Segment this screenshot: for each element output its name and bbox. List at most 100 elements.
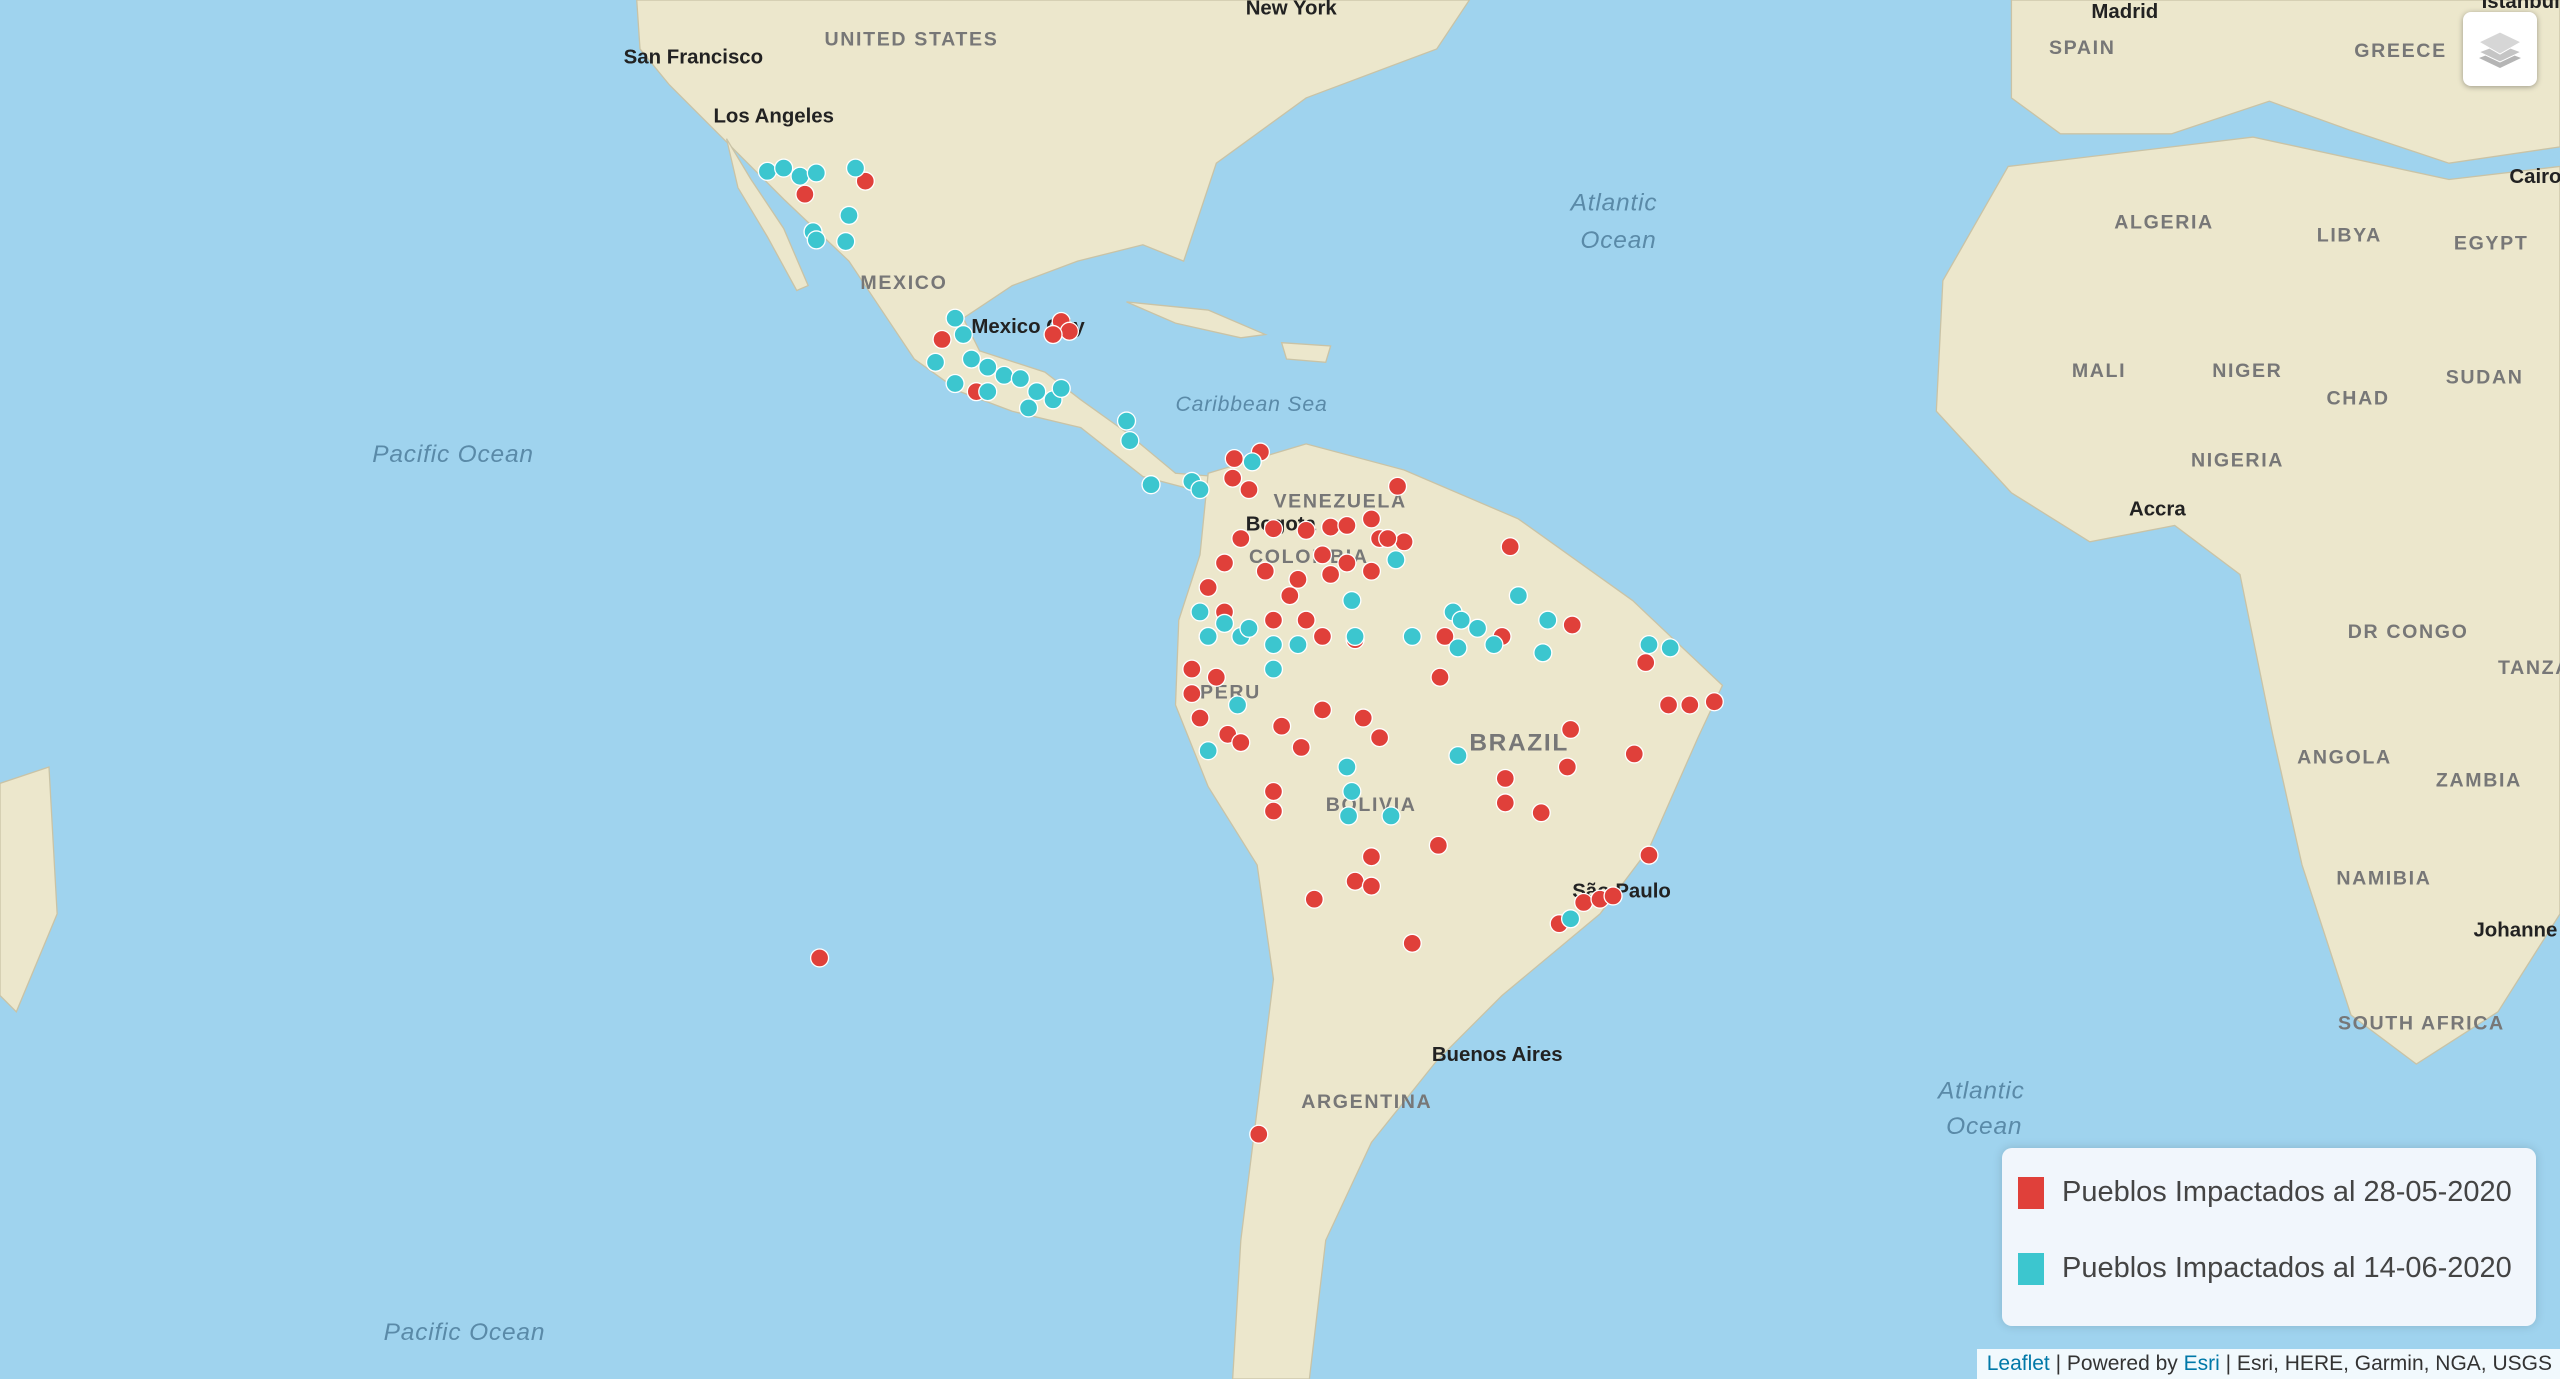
marker-14-06-2020[interactable]: [1467, 618, 1488, 638]
marker-28-05-2020[interactable]: [1402, 933, 1422, 953]
marker-14-06-2020[interactable]: [836, 231, 856, 252]
marker-14-06-2020[interactable]: [1342, 590, 1362, 611]
marker-28-05-2020[interactable]: [1206, 667, 1226, 687]
marker-28-05-2020[interactable]: [1387, 476, 1408, 496]
marker-28-05-2020[interactable]: [1361, 509, 1382, 529]
marker-28-05-2020[interactable]: [1639, 845, 1659, 865]
marker-28-05-2020[interactable]: [1224, 448, 1244, 469]
marker-28-05-2020[interactable]: [1361, 847, 1382, 867]
marker-14-06-2020[interactable]: [845, 158, 866, 178]
marker-14-06-2020[interactable]: [774, 158, 794, 178]
marker-14-06-2020[interactable]: [1242, 452, 1262, 472]
marker-28-05-2020[interactable]: [1296, 610, 1316, 630]
marker-14-06-2020[interactable]: [1338, 806, 1359, 826]
marker-28-05-2020[interactable]: [809, 948, 830, 968]
marker-28-05-2020[interactable]: [1636, 652, 1656, 673]
marker-28-05-2020[interactable]: [1361, 876, 1382, 896]
marker-14-06-2020[interactable]: [1141, 475, 1161, 495]
marker-28-05-2020[interactable]: [795, 184, 815, 204]
marker-14-06-2020[interactable]: [1660, 638, 1680, 658]
marker-14-06-2020[interactable]: [1508, 586, 1529, 606]
marker-14-06-2020[interactable]: [757, 161, 777, 181]
marker-14-06-2020[interactable]: [806, 163, 826, 183]
marker-14-06-2020[interactable]: [1214, 613, 1235, 634]
marker-28-05-2020[interactable]: [1495, 793, 1515, 813]
marker-28-05-2020[interactable]: [1369, 728, 1390, 748]
marker-14-06-2020[interactable]: [978, 357, 998, 377]
marker-14-06-2020[interactable]: [1263, 634, 1284, 655]
marker-14-06-2020[interactable]: [1402, 626, 1422, 647]
marker-14-06-2020[interactable]: [1198, 626, 1218, 647]
marker-14-06-2020[interactable]: [806, 230, 826, 250]
marker-28-05-2020[interactable]: [1304, 889, 1324, 909]
marker-14-06-2020[interactable]: [1448, 638, 1468, 658]
marker-14-06-2020[interactable]: [1381, 806, 1401, 826]
marker-28-05-2020[interactable]: [1214, 553, 1235, 573]
marker-28-05-2020[interactable]: [1574, 892, 1594, 913]
marker-28-05-2020[interactable]: [1190, 708, 1210, 728]
marker-28-05-2020[interactable]: [1291, 737, 1311, 758]
marker-28-05-2020[interactable]: [1603, 886, 1623, 906]
marker-28-05-2020[interactable]: [1320, 564, 1341, 585]
marker-28-05-2020[interactable]: [1353, 708, 1373, 728]
marker-28-05-2020[interactable]: [1624, 744, 1644, 764]
layers-control-button[interactable]: [2463, 12, 2537, 86]
marker-28-05-2020[interactable]: [1263, 781, 1284, 802]
marker-28-05-2020[interactable]: [1658, 695, 1679, 715]
marker-14-06-2020[interactable]: [1018, 398, 1039, 418]
marker-14-06-2020[interactable]: [945, 373, 965, 394]
marker-28-05-2020[interactable]: [1043, 324, 1063, 345]
marker-28-05-2020[interactable]: [1500, 537, 1520, 557]
marker-28-05-2020[interactable]: [1430, 667, 1450, 687]
marker-28-05-2020[interactable]: [1288, 569, 1308, 589]
marker-14-06-2020[interactable]: [1116, 411, 1137, 431]
marker-14-06-2020[interactable]: [953, 324, 973, 345]
marker-14-06-2020[interactable]: [978, 382, 998, 402]
marker-14-06-2020[interactable]: [1345, 626, 1365, 647]
marker-28-05-2020[interactable]: [1704, 692, 1724, 712]
marker-14-06-2020[interactable]: [1560, 909, 1581, 929]
marker-28-05-2020[interactable]: [1361, 561, 1382, 581]
esri-link[interactable]: Esri: [2183, 1352, 2220, 1375]
marker-14-06-2020[interactable]: [839, 205, 859, 226]
marker-28-05-2020[interactable]: [1562, 615, 1582, 635]
marker-28-05-2020[interactable]: [1272, 716, 1292, 736]
marker-14-06-2020[interactable]: [1190, 479, 1210, 500]
marker-14-06-2020[interactable]: [945, 308, 965, 328]
marker-28-05-2020[interactable]: [1249, 1124, 1269, 1144]
marker-28-05-2020[interactable]: [1312, 545, 1333, 565]
marker-14-06-2020[interactable]: [1010, 368, 1031, 389]
marker-28-05-2020[interactable]: [1680, 695, 1700, 715]
marker-28-05-2020[interactable]: [932, 329, 952, 350]
marker-14-06-2020[interactable]: [1120, 430, 1140, 451]
marker-14-06-2020[interactable]: [1190, 602, 1210, 622]
marker-28-05-2020[interactable]: [1231, 528, 1251, 549]
marker-28-05-2020[interactable]: [1296, 520, 1316, 541]
marker-14-06-2020[interactable]: [1027, 382, 1047, 402]
marker-14-06-2020[interactable]: [1051, 378, 1071, 399]
marker-28-05-2020[interactable]: [1428, 835, 1449, 855]
marker-28-05-2020[interactable]: [1312, 700, 1333, 720]
marker-28-05-2020[interactable]: [1337, 515, 1357, 536]
marker-28-05-2020[interactable]: [1059, 321, 1080, 341]
marker-28-05-2020[interactable]: [1263, 519, 1284, 539]
marker-14-06-2020[interactable]: [925, 352, 946, 372]
marker-14-06-2020[interactable]: [1451, 610, 1471, 630]
marker-28-05-2020[interactable]: [1560, 719, 1581, 740]
marker-14-06-2020[interactable]: [961, 349, 982, 369]
marker-14-06-2020[interactable]: [1484, 634, 1504, 655]
marker-28-05-2020[interactable]: [1239, 479, 1259, 500]
marker-28-05-2020[interactable]: [1182, 659, 1202, 679]
marker-14-06-2020[interactable]: [1227, 695, 1248, 715]
marker-28-05-2020[interactable]: [1198, 577, 1218, 598]
marker-28-05-2020[interactable]: [1378, 528, 1398, 549]
marker-14-06-2020[interactable]: [1533, 643, 1553, 663]
marker-14-06-2020[interactable]: [1263, 659, 1284, 679]
marker-28-05-2020[interactable]: [1223, 468, 1243, 488]
marker-28-05-2020[interactable]: [1320, 517, 1341, 537]
marker-28-05-2020[interactable]: [1531, 803, 1551, 823]
marker-14-06-2020[interactable]: [1448, 745, 1468, 766]
marker-14-06-2020[interactable]: [1198, 741, 1218, 761]
marker-28-05-2020[interactable]: [1263, 610, 1284, 630]
